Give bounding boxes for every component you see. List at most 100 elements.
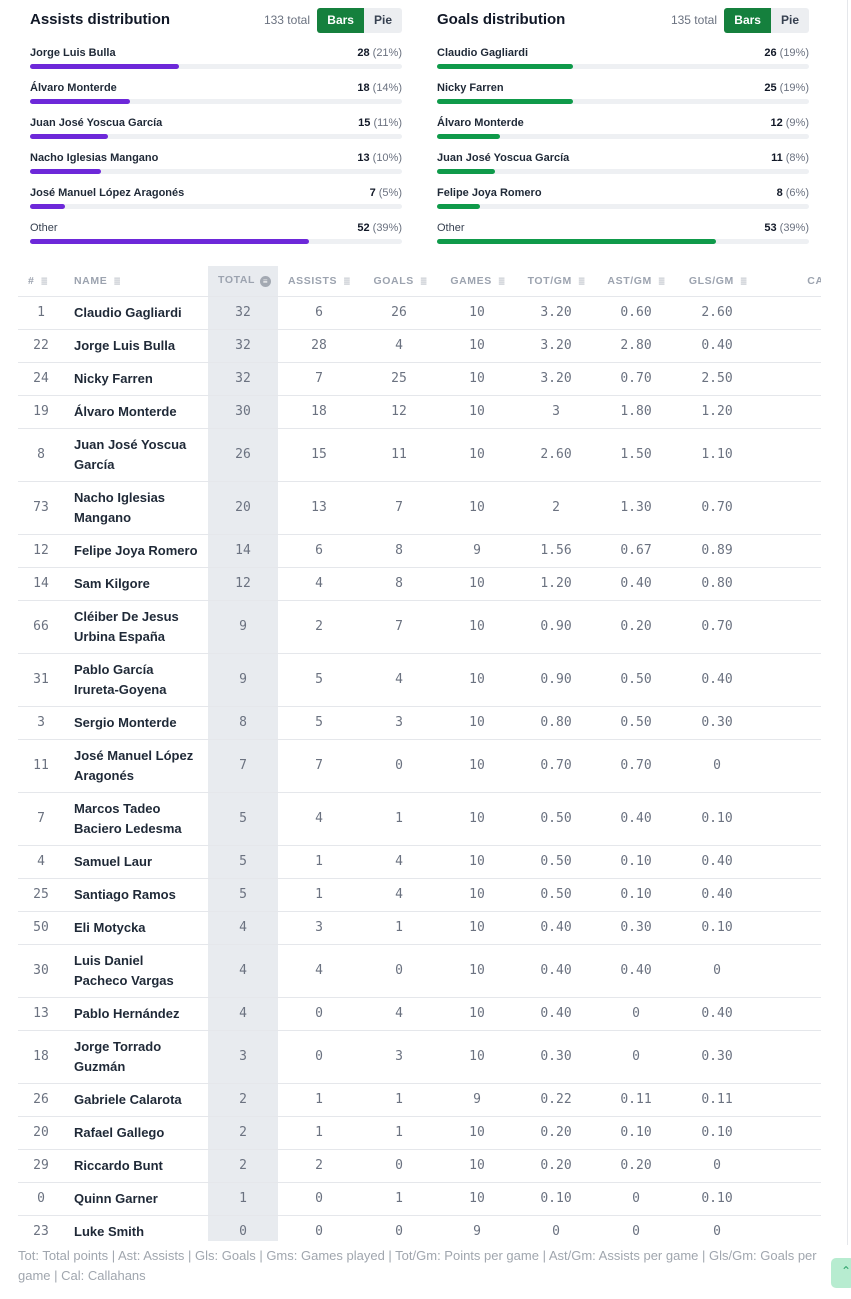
assists-bars-button[interactable]: Bars — [317, 8, 364, 33]
column-header-gls-gm[interactable]: GLS/GM ≣ — [676, 266, 758, 297]
assists-dist-name: Nacho Iglesias Mangano — [30, 152, 159, 164]
cell-astgm: 1.80 — [596, 395, 676, 429]
cell-name[interactable]: José Manuel López Aragonés — [64, 739, 208, 793]
cell-num: 23 — [18, 1215, 64, 1241]
cell-total: 32 — [208, 362, 278, 396]
table-row[interactable]: 30 Luis Daniel Pacheco Vargas 4 4 0 10 0.40 0.4… — [18, 944, 821, 998]
cell-name[interactable]: Samuel Laur — [64, 845, 208, 879]
cell-name[interactable]: Felipe Joya Romero — [64, 534, 208, 568]
cell-name[interactable]: Marcos Tadeo Baciero Ledesma — [64, 792, 208, 846]
stats-table-container[interactable]: # ≣ NAME ≣ TOTAL ≡ ASSISTS ≣ GOALS ≣ GAMES ≣ TOT/GM ≣… — [18, 266, 821, 1241]
cell-astgm: 0 — [596, 1215, 676, 1241]
cell-games: 10 — [438, 845, 516, 879]
column-header-number[interactable]: # ≣ — [18, 266, 64, 297]
table-row[interactable]: 73 Nacho Iglesias Mangano 20 13 7 10 2 1.30 0.70… — [18, 481, 821, 535]
cell-name[interactable]: Nicky Farren — [64, 362, 208, 396]
filter-icon[interactable]: ≣ — [40, 275, 49, 286]
cell-total: 32 — [208, 329, 278, 363]
cell-goals: 1 — [360, 792, 438, 846]
column-header-goals[interactable]: GOALS ≣ — [360, 266, 438, 297]
cell-name[interactable]: Santiago Ramos — [64, 878, 208, 912]
filter-icon[interactable]: ≣ — [657, 275, 666, 286]
cell-name[interactable]: Eli Motycka — [64, 911, 208, 945]
filter-icon[interactable]: ≣ — [497, 275, 506, 286]
assists-dist-percent: (21%) — [372, 47, 402, 59]
cell-name[interactable]: Sergio Monterde — [64, 706, 208, 740]
cell-name[interactable]: Luis Daniel Pacheco Vargas — [64, 944, 208, 998]
table-row[interactable]: 7 Marcos Tadeo Baciero Ledesma 5 4 1 10 0.50 0.… — [18, 792, 821, 846]
cell-games: 9 — [438, 1083, 516, 1117]
cell-name[interactable]: Álvaro Monterde — [64, 395, 208, 429]
table-row[interactable]: 66 Cléiber De Jesus Urbina España 9 2 7 10 0.9… — [18, 600, 821, 654]
goals-dist-bar — [437, 134, 501, 139]
cell-name[interactable]: Juan José Yoscua García — [64, 428, 208, 482]
table-row[interactable]: 11 José Manuel López Aragonés 7 7 0 10 0.70 0.7… — [18, 739, 821, 793]
column-header-name[interactable]: NAME ≣ — [64, 266, 208, 297]
cell-goals: 4 — [360, 878, 438, 912]
goals-pie-button[interactable]: Pie — [770, 8, 809, 33]
cell-assists: 15 — [278, 428, 360, 482]
cell-total: 7 — [208, 739, 278, 793]
cell-name[interactable]: Nacho Iglesias Mangano — [64, 481, 208, 535]
table-row[interactable]: 8 Juan José Yoscua García 26 15 11 10 2.60 1.50… — [18, 428, 821, 482]
sort-icon[interactable]: ≡ — [260, 276, 272, 288]
assists-dist-bar — [30, 239, 309, 244]
filter-icon[interactable]: ≣ — [739, 275, 748, 286]
filter-icon[interactable]: ≣ — [577, 275, 586, 286]
cell-name[interactable]: Riccardo Bunt — [64, 1149, 208, 1183]
assists-dist-name: Other — [30, 222, 58, 234]
cell-total: 3 — [208, 1030, 278, 1084]
stats-legend: Tot: Total points | Ast: Assists | Gls: … — [18, 1248, 817, 1283]
cell-cal: 0 — [758, 1083, 821, 1117]
filter-icon[interactable]: ≣ — [343, 275, 352, 286]
filter-icon[interactable]: ≣ — [113, 275, 122, 286]
cell-name[interactable]: Jorge Torrado Guzmán — [64, 1030, 208, 1084]
cell-num: 24 — [18, 362, 64, 396]
cell-goals: 1 — [360, 911, 438, 945]
column-header-callahans[interactable]: CALLAHANS — [758, 266, 821, 297]
cell-assists: 18 — [278, 395, 360, 429]
cell-name[interactable]: Jorge Luis Bulla — [64, 329, 208, 363]
cell-name[interactable]: Claudio Gagliardi — [64, 296, 208, 330]
scroll-to-top-button[interactable]: ⌃ — [831, 1258, 851, 1288]
cell-name[interactable]: Gabriele Calarota — [64, 1083, 208, 1117]
column-header-total[interactable]: TOTAL ≡ — [208, 266, 278, 297]
cell-glsgm: 0 — [676, 739, 758, 793]
cell-totgm: 1.20 — [516, 567, 596, 601]
cell-name[interactable]: Luke Smith — [64, 1215, 208, 1241]
table-row[interactable]: 31 Pablo García Irureta-Goyena 9 5 4 10 0.90 0.… — [18, 653, 821, 707]
cell-name[interactable]: Cléiber De Jesus Urbina España — [64, 600, 208, 654]
cell-name[interactable]: Sam Kilgore — [64, 567, 208, 601]
column-header-assists[interactable]: ASSISTS ≣ — [278, 266, 360, 297]
column-header-games[interactable]: GAMES ≣ — [438, 266, 516, 297]
column-header-tot-gm[interactable]: TOT/GM ≣ — [516, 266, 596, 297]
cell-name[interactable]: Quinn Garner — [64, 1182, 208, 1216]
cell-totgm: 0.50 — [516, 845, 596, 879]
cell-name[interactable]: Pablo Hernández — [64, 997, 208, 1031]
cell-name[interactable]: Rafael Gallego — [64, 1116, 208, 1150]
goals-bars-button[interactable]: Bars — [724, 8, 771, 33]
cell-glsgm: 1.20 — [676, 395, 758, 429]
column-header-ast-gm[interactable]: AST/GM ≣ — [596, 266, 676, 297]
cell-goals: 0 — [360, 739, 438, 793]
assists-pie-button[interactable]: Pie — [363, 8, 402, 33]
cell-name[interactable]: Pablo García Irureta-Goyena — [64, 653, 208, 707]
filter-icon[interactable]: ≣ — [419, 275, 428, 286]
